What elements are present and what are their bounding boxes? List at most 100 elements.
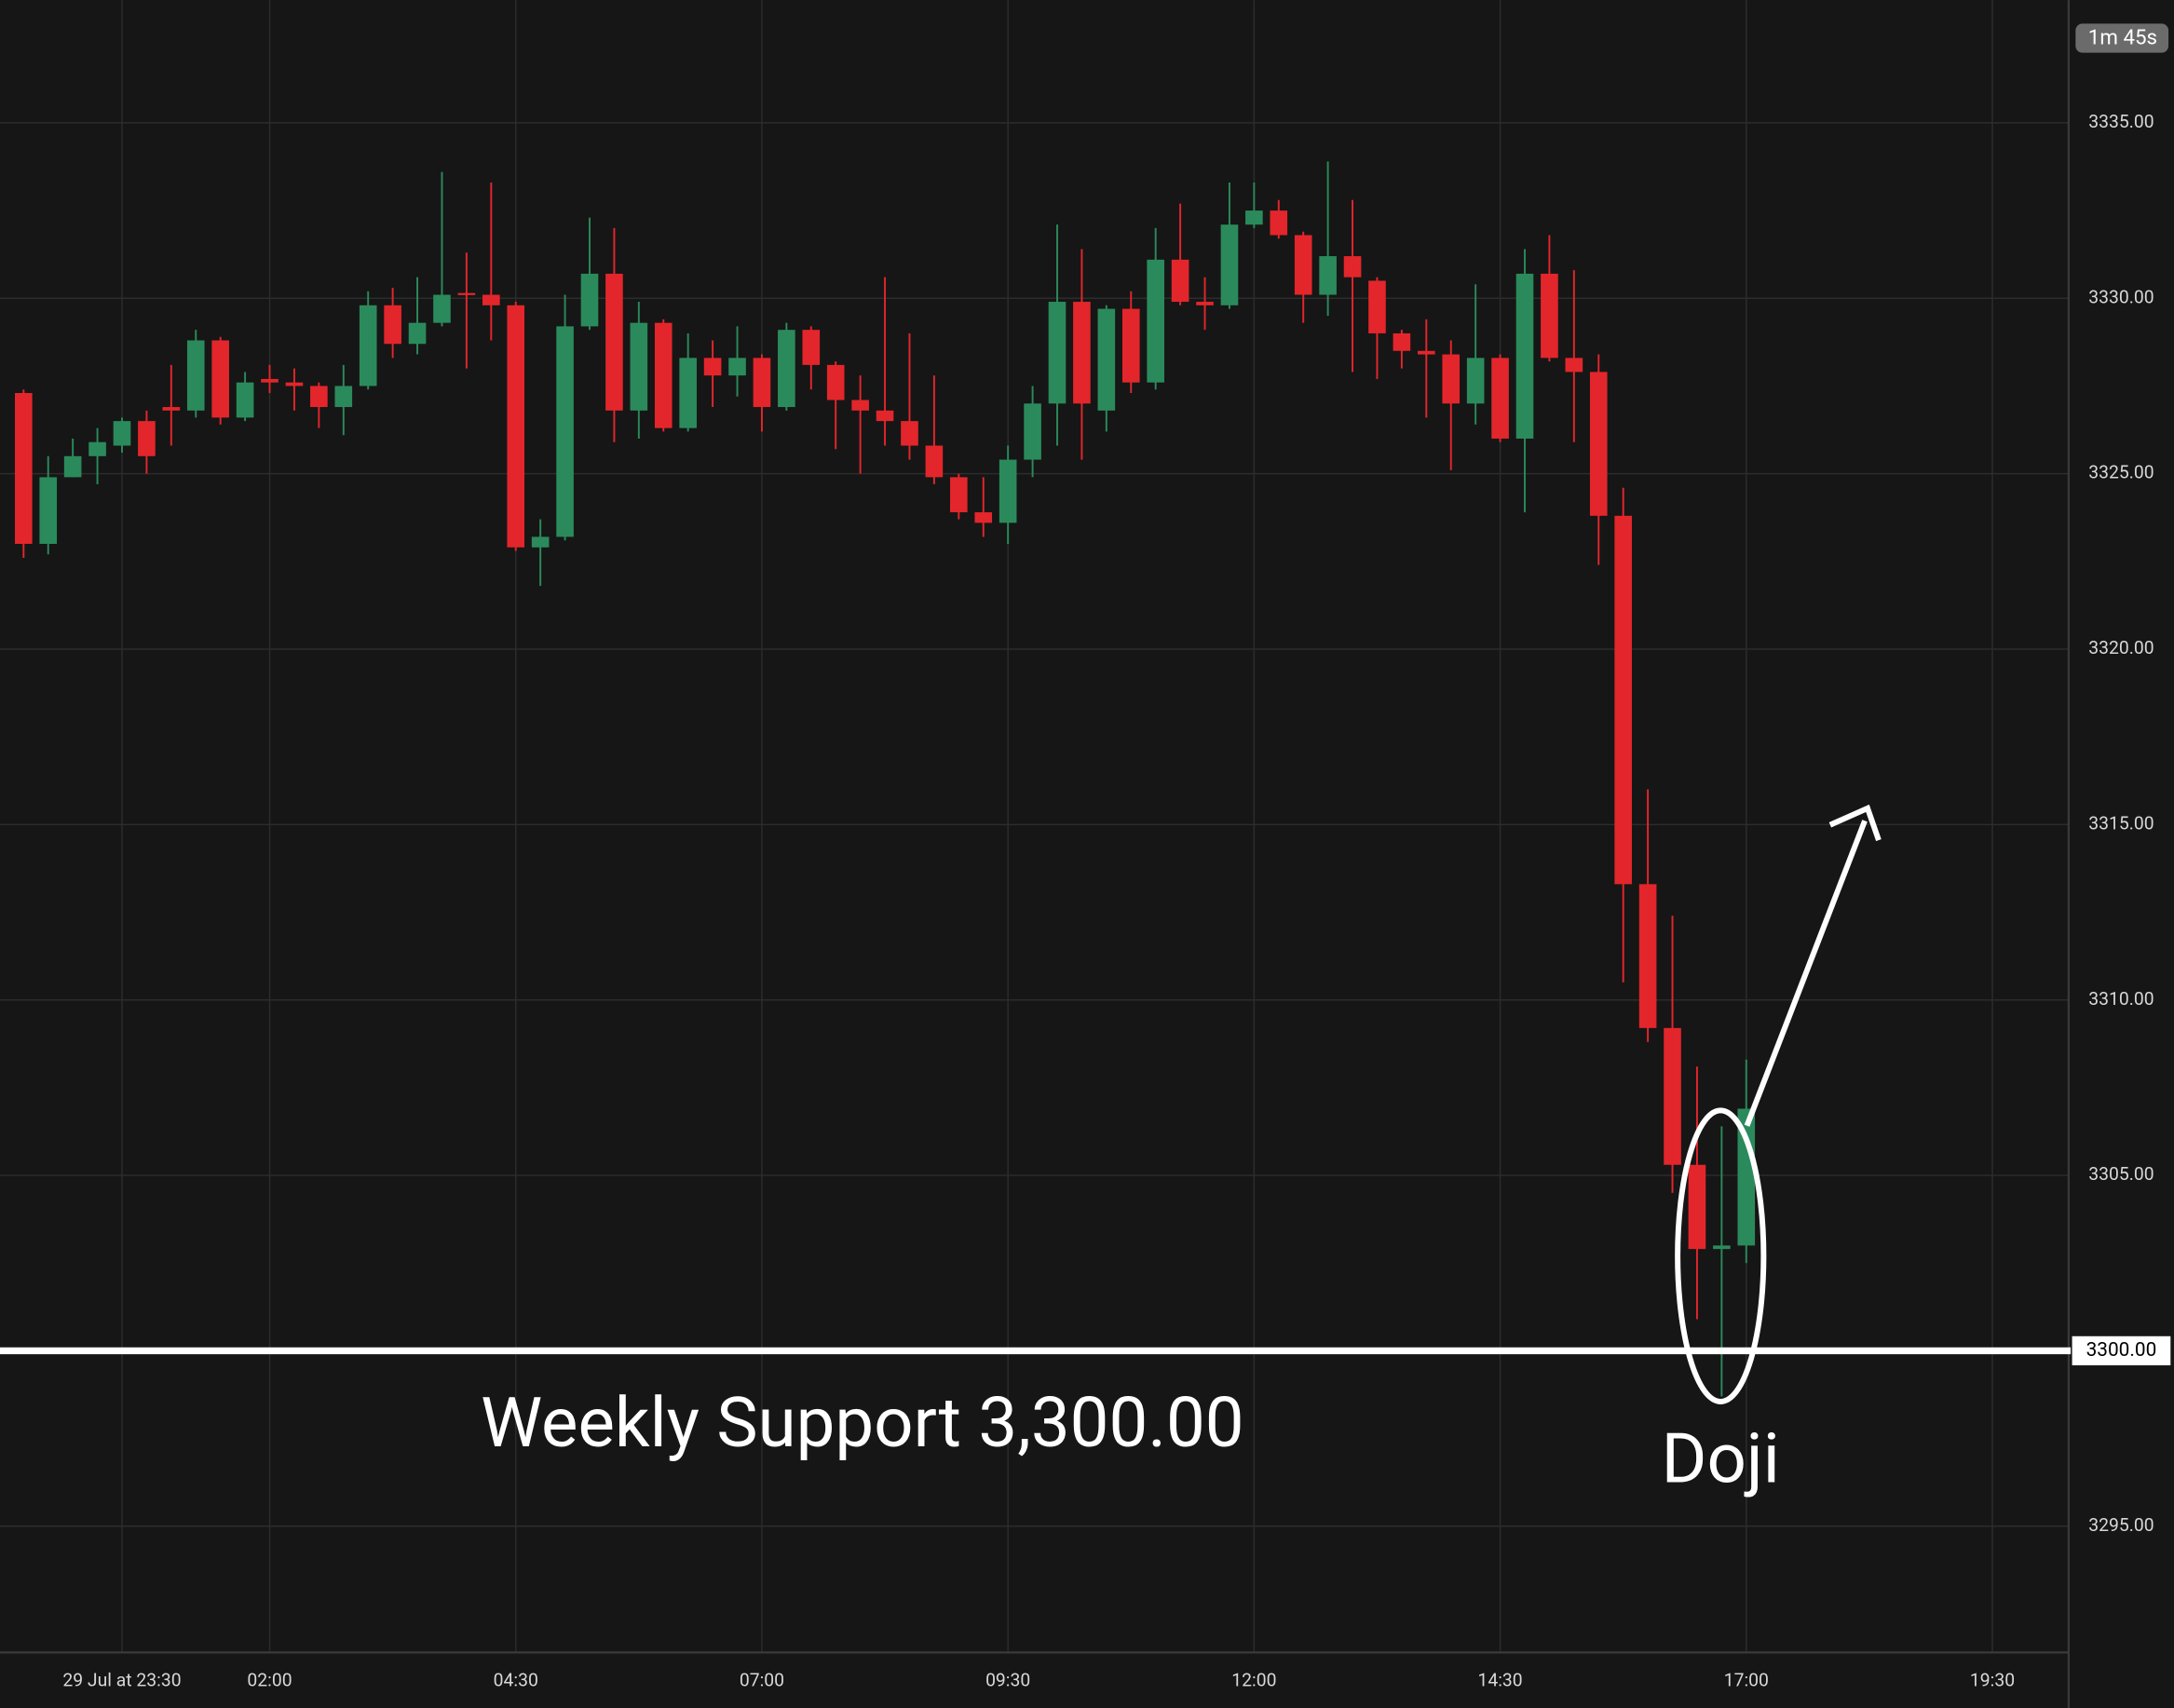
candle-body [457,292,476,295]
candle-body [1664,1027,1681,1165]
candle-body [851,400,869,411]
candle-body [162,407,181,411]
x-tick-label: 02:00 [247,1670,292,1691]
doji-annotation: Doji [1662,1419,1780,1500]
candle-body [1220,224,1239,305]
candle-body [88,441,106,456]
overlay: Weekly Support 3,300.00 Doji 1m 45s 3300… [0,23,2172,1500]
candle-body [1418,350,1435,355]
candle-body [802,330,821,365]
candle-body [482,294,500,305]
x-tick-label: 14:30 [1477,1670,1522,1691]
axes: 3295.00 3305.00 3310.00 3315.00 3320.00 3325.… [62,111,2154,1691]
candle-body [1121,308,1140,383]
arrow-shaft [1744,820,1868,1127]
y-tick-label: 3315.00 [2088,812,2154,834]
candle-body [1688,1164,1706,1250]
candle-body [1048,302,1067,404]
candle-body [531,536,550,548]
y-tick-label: 3310.00 [2088,988,2154,1010]
timer: 1m 45s [2088,26,2157,50]
x-tick-label: 07:00 [740,1670,784,1691]
support-label: 3300.00 [2086,1339,2157,1362]
candle-body [778,330,795,408]
candle-body [15,392,33,544]
y-tick-label: 3295.00 [2088,1514,2154,1536]
candle-body [1270,210,1288,236]
candle-body [1466,358,1485,404]
x-tick-label: 09:30 [985,1670,1030,1691]
candle-body [408,322,427,345]
candle-body [1294,235,1312,295]
candle-body [310,386,328,408]
y-tick-label: 3330.00 [2088,286,2154,307]
candle-body [433,294,451,323]
support-annotation: Weekly Support 3,300.00 [481,1383,1243,1464]
candle-body [556,326,574,537]
candle-body [138,421,156,456]
candle-body [1713,1245,1731,1250]
candle-body [605,273,623,411]
candle-body [999,459,1017,523]
candle-body [1024,403,1041,460]
candle-body [113,421,131,446]
y-tick-label: 3325.00 [2088,462,2154,483]
candle-body [186,340,205,411]
candle-body [1343,256,1362,278]
candle-body [974,512,993,523]
candle-body [1541,273,1558,359]
x-tick-label: 19:30 [1970,1670,2015,1691]
candles [15,161,1756,1397]
candle-body [1196,302,1214,305]
timer-badge [2075,23,2169,53]
candle-body [39,477,58,544]
candle-body [1147,259,1164,383]
candle-body [826,364,845,400]
arrow-head [1828,804,1882,842]
candle-body [1368,280,1386,333]
x-tick-label: 04:30 [494,1670,538,1691]
candle-body [1073,302,1091,404]
candle-body [1515,273,1534,439]
candle-body [1614,515,1632,885]
candle-body [1319,256,1337,295]
x-tick-label: 17:00 [1724,1670,1769,1691]
candle-body [630,322,648,411]
candle-body [753,358,771,408]
candle-body [901,421,918,446]
candle-body [1491,358,1509,439]
grid [0,0,2069,1653]
candle-body [507,305,525,548]
doji-ellipse [1675,1107,1767,1404]
candle-body [654,322,673,428]
x-tick-label: 29 Jul at 23:30 [62,1670,181,1691]
candle-body [728,358,746,376]
candle-body [1589,372,1608,516]
y-tick-label: 3305.00 [2088,1163,2154,1185]
support-label-box [2071,1335,2172,1367]
candle-body [1565,358,1583,373]
candle-body [876,410,894,422]
candle-body [236,382,254,418]
candle-body [63,455,82,478]
candle-body [261,378,279,383]
candle-body [1097,308,1116,411]
candle-body [1245,210,1263,225]
candle-body [580,273,599,327]
candle-body [1638,884,1657,1028]
candle-body [1442,354,1461,404]
candle-body [334,386,353,408]
candle-body [679,358,697,428]
candle-body [285,382,304,386]
x-tick-label: 12:00 [1231,1670,1276,1691]
candle-body [384,305,401,345]
candle-body [211,340,229,418]
candle-body [925,445,944,478]
candle-body [1171,259,1189,303]
candle-body [950,477,968,513]
candle-body [1393,332,1411,351]
candle-body [703,358,722,376]
